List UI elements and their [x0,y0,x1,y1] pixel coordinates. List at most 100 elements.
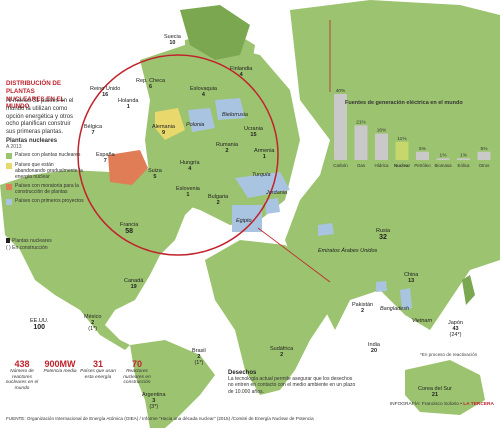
chart-value-label: 21% [356,119,366,125]
legend-label: Países con primeros proyectos [15,198,84,204]
country-label: Ucrania 15 [244,126,263,139]
legend-subtitle: A 2013 [6,144,22,150]
chart-group: 40% Carbón 21% Gas 16% Hídrica 11% Nuclear 5% Pet… [333,88,491,168]
country-label: Eslovenia 1 [176,186,200,199]
country-label: Vietnam [412,318,433,324]
jordan-shape [265,198,280,214]
spain-shape [108,150,148,185]
chart-category-label: Carbón [333,163,348,168]
chart-category-label: Hídrica [375,163,389,168]
legend-item: Países con moratoria para la construcció… [6,183,84,195]
credit-brand: LA TERCERA [463,402,494,407]
country-label: EE.UU. 100 [30,318,49,332]
chart-category-label: Gas [357,163,366,168]
title-line-2: NUCLEARES EN EL MUNDO [6,95,65,111]
callout-line [257,227,331,283]
country-label: Corea del Sur 21 [418,386,452,399]
waste-title: Desechos [228,370,257,376]
stat-value: 438 [14,359,30,369]
germany-shape [155,108,185,140]
chart-category-label: Otros [479,163,491,168]
legend-label: Países que están abandonando gradualment… [15,162,83,180]
africa-shape [205,240,330,395]
reactor-icon [6,238,10,244]
country-label: Emiratos Árabes Unidos [318,248,378,254]
stats-row: 438 Número de reactores nucleares en el … [0,355,160,415]
chart-value-label: 1% [440,152,448,158]
chart-value-label: 5% [481,146,489,152]
country-label: México 2 (1*) [84,314,102,333]
country-label: Egipto [236,218,252,224]
country-label: Rep. Checa 6 [136,78,166,91]
legend-swatch [6,163,12,169]
chart-bar [395,141,409,160]
chart-bar [457,158,470,160]
legend-label: Países con moratoria para la construcció… [15,183,79,195]
title-line-1: DISTRIBUCIÓN DE PLANTAS [6,80,62,95]
country-label: Canadá 19 [124,278,144,291]
chart-value-label: 1% [460,152,468,158]
vietnam-shape [400,288,412,310]
stat-label: Número de reactores nucleares en el mund… [5,369,39,391]
country-label: Holanda 1 [118,98,139,111]
source-footer: FUENTE: Organización Internacional de En… [6,416,314,421]
bangladesh-shape [376,281,387,292]
egypt-shape [232,205,262,232]
country-label: Bélgica 7 [84,124,103,137]
poland-shape [188,108,215,132]
reactivation-note: *En proceso de reactivación [420,352,478,357]
north-america-shape [0,168,200,350]
chart-bar [416,151,429,160]
legend-item: Países con plantas nucleares [6,152,84,159]
country-label: India 20 [368,342,380,355]
country-label: España 7 [96,152,115,165]
chart-bar [436,158,450,160]
chart-value-label: 11% [397,136,407,142]
construction-legend-row: ( ) En construcción [6,244,48,251]
asia-shape [285,0,500,330]
europe-zoom-circle [77,54,279,256]
chart-title: Fuentes de generación eléctrica en el mu… [345,100,463,106]
stat-construction: 70 Reactores nucleares en construcción [118,359,156,386]
country-label: Francia 58 [120,222,139,236]
country-label: Eslovaquia 4 [190,86,217,99]
legend-swatch [6,153,12,159]
credit-prefix: INFOGRAFÍA: Francisco Solorio • [389,402,462,407]
chart-bar [354,125,368,160]
country-label: Turquía [252,172,271,178]
uae-shape [318,223,334,236]
stat-reactors: 438 Número de reactores nucleares en el … [4,359,40,391]
chart-bar [334,94,347,160]
chart-value-label: 40% [336,88,346,94]
legend-title: Plantas nucleares [6,138,58,144]
country-label: Argentina 3 (3*) [142,392,166,411]
plant-legend-row: Plantas nucleares [6,238,78,245]
country-label: Bulgaria 2 [208,194,229,207]
stat-value: 900MW [44,359,76,369]
stat-power: 900MW Potencia media [42,359,78,375]
chart-category-label: Eólica [458,163,471,168]
south-america-shape [130,340,215,428]
country-label: China 13 [404,272,419,285]
country-label: Polonia [186,122,205,128]
stat-label: Reactores nucleares en construcción [123,369,151,386]
country-label: Sudáfrica 2 [270,346,294,359]
page-title: DISTRIBUCIÓN DE PLANTAS NUCLEARES EN EL … [6,80,84,111]
scandinavia-shape [180,5,250,60]
chart-bar [477,151,491,160]
stat-value: 31 [92,359,103,369]
chart-category-label: Biomasa [434,163,452,168]
chart-value-label: 16% [377,128,387,134]
legend: Plantas nucleares A 2013 Países con plan… [6,138,84,208]
country-label: Suecia 10 [164,34,181,47]
plant-legend: Plantas nucleares ( ) En construcción [6,238,78,251]
country-label: Alemania 9 [152,124,175,137]
country-label: Suiza 5 [148,168,162,181]
legend-item: Países que están abandonando gradualment… [6,162,84,180]
country-label: Rumania 2 [216,142,239,155]
legend-swatch [6,199,12,205]
plants-label: Plantas nucleares [12,238,52,244]
country-label: Bangladesh [380,306,410,312]
